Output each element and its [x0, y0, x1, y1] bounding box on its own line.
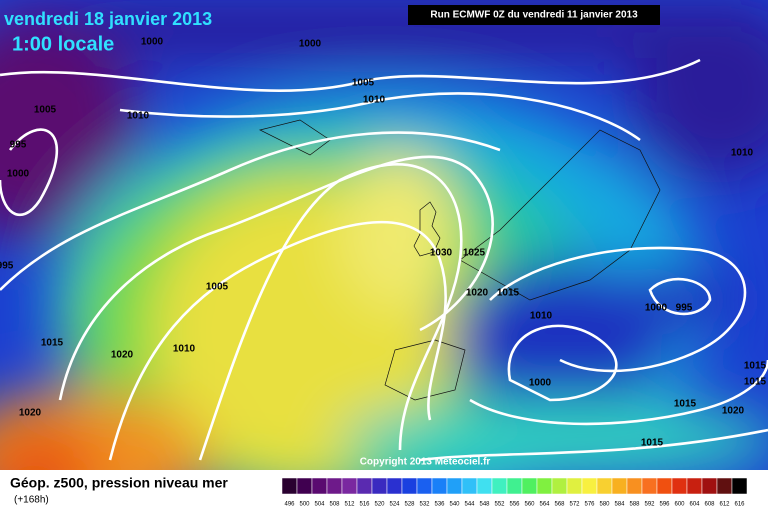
scale-label: 560	[524, 502, 535, 508]
scale-label: 608	[704, 502, 715, 508]
legend-label: Géop. z500, pression niveau mer	[10, 475, 228, 491]
scale-label: 512	[344, 502, 355, 508]
lead-time: (+168h)	[14, 495, 49, 506]
isobar-label: 1000	[141, 37, 164, 48]
scale-label: 516	[359, 502, 370, 508]
isobar-label: 1030	[430, 248, 453, 259]
scale-swatch	[566, 477, 583, 495]
isobar-label: 1010	[173, 344, 196, 355]
scale-swatch	[626, 477, 643, 495]
isobar-label: 1015	[497, 288, 520, 299]
isobar-label: 995	[0, 261, 14, 272]
scale-swatch	[476, 477, 493, 495]
isobar-label: 1000	[529, 378, 552, 389]
scale-label: 584	[614, 502, 625, 508]
isobar-label: 1015	[744, 361, 767, 372]
scale-swatch	[371, 477, 388, 495]
scale-label: 532	[419, 502, 430, 508]
scale-swatch	[341, 477, 358, 495]
isobar-label: 1015	[744, 377, 767, 388]
isobar-label: 1000	[299, 39, 322, 50]
scale-label: 564	[539, 502, 550, 508]
scale-label: 600	[674, 502, 685, 508]
scale-label: 524	[389, 502, 400, 508]
isobar-label: 1000	[7, 169, 30, 180]
scale-label: 544	[464, 502, 475, 508]
scale-label: 496	[284, 502, 295, 508]
scale-label: 616	[734, 502, 745, 508]
isobar-label: 1020	[111, 350, 134, 361]
isobar-label: 1015	[674, 399, 697, 410]
isobar-label: 1020	[19, 408, 42, 419]
isobar-label: 1010	[127, 111, 150, 122]
title: vendredi 18 janvier 2013	[4, 9, 212, 29]
run-info: Run ECMWF 0Z du vendredi 11 janvier 2013	[430, 10, 638, 21]
scale-label: 612	[719, 502, 730, 508]
scale-swatch	[641, 477, 658, 495]
scale-swatch	[506, 477, 523, 495]
scale-swatch	[536, 477, 553, 495]
scale-label: 580	[599, 502, 610, 508]
scale-swatch	[701, 477, 718, 495]
scale-label: 568	[554, 502, 565, 508]
scale-label: 572	[569, 502, 580, 508]
isobar-label: 1015	[41, 338, 64, 349]
isobar-label: 1015	[641, 438, 664, 449]
scale-swatch	[491, 477, 508, 495]
isobar-label: 1005	[206, 282, 229, 293]
scale-label: 596	[659, 502, 670, 508]
scale-swatch	[311, 477, 328, 495]
scale-swatch	[461, 477, 478, 495]
scale-label: 500	[299, 502, 310, 508]
scale-label: 576	[584, 502, 595, 508]
scale-label: 552	[494, 502, 505, 508]
scale-swatch	[446, 477, 463, 495]
scale-label: 588	[629, 502, 640, 508]
isobar-label: 1005	[352, 78, 375, 89]
scale-label: 556	[509, 502, 520, 508]
scale-label: 592	[644, 502, 655, 508]
subtitle: 1:00 locale	[12, 33, 114, 55]
copyright: Copyright 2013 Meteociel.fr	[360, 457, 491, 468]
isobar-label: 995	[676, 303, 693, 314]
isobar-label: 1025	[463, 248, 486, 259]
scale-label: 540	[449, 502, 460, 508]
scale-swatch	[551, 477, 568, 495]
isobars	[0, 58, 768, 462]
scale-swatch	[731, 477, 748, 495]
isobar-label: 1000	[645, 303, 668, 314]
run-info-box	[408, 5, 660, 25]
scale-swatch	[671, 477, 688, 495]
scale-label: 504	[314, 502, 325, 508]
scale-swatch	[386, 477, 403, 495]
isobar-label: 1020	[466, 288, 489, 299]
scale-swatch	[296, 477, 313, 495]
scale-swatch	[431, 477, 448, 495]
scale-swatch	[521, 477, 538, 495]
scale-label: 528	[404, 502, 415, 508]
scale-swatch	[581, 477, 598, 495]
scale-label: 536	[434, 502, 445, 508]
scale-swatch	[596, 477, 613, 495]
scale-swatch	[686, 477, 703, 495]
scale-swatch	[356, 477, 373, 495]
scale-swatch	[416, 477, 433, 495]
isobar-label: 1005	[34, 105, 57, 116]
scale-swatch	[611, 477, 628, 495]
isobar-label: 1020	[722, 406, 745, 417]
scale-swatch	[401, 477, 418, 495]
scale-label: 548	[479, 502, 490, 508]
scale-swatch	[656, 477, 673, 495]
scale-label: 604	[689, 502, 700, 508]
scale-swatch	[326, 477, 343, 495]
scale-swatch	[281, 477, 298, 495]
isobar-label: 1010	[530, 311, 553, 322]
scale-swatch	[716, 477, 733, 495]
scale-label: 508	[329, 502, 340, 508]
isobar-label: 1010	[731, 148, 754, 159]
isobar-label: 995	[10, 140, 27, 151]
isobar-label: 1010	[363, 95, 386, 106]
scale-label: 520	[374, 502, 385, 508]
